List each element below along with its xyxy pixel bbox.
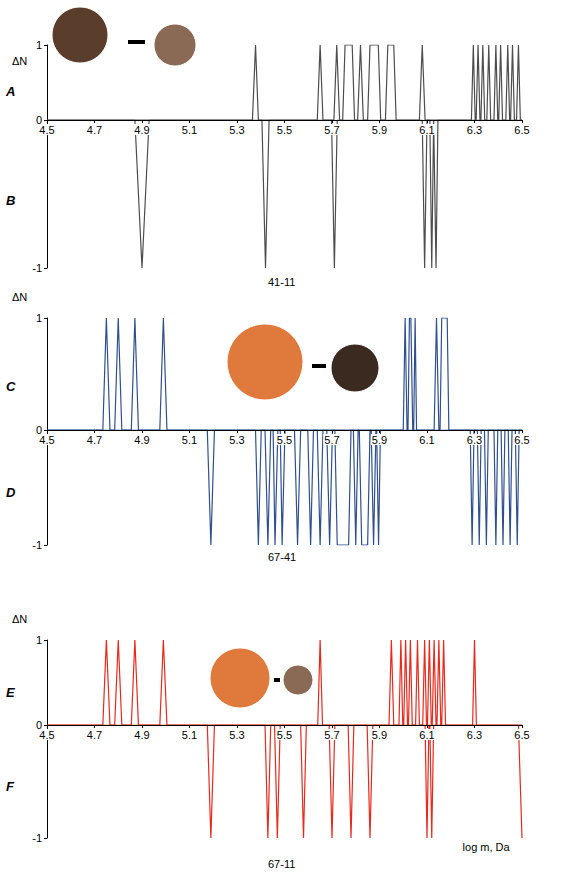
svg-text:6.3: 6.3 bbox=[467, 729, 482, 741]
svg-text:0: 0 bbox=[35, 424, 42, 436]
svg-text:5.9: 5.9 bbox=[372, 434, 387, 446]
svg-text:6.5: 6.5 bbox=[514, 124, 529, 136]
svg-text:5.5: 5.5 bbox=[277, 124, 292, 136]
svg-text:4.7: 4.7 bbox=[87, 124, 102, 136]
svg-text:6.5: 6.5 bbox=[514, 434, 529, 446]
svg-text:5.3: 5.3 bbox=[229, 434, 244, 446]
svg-text:5.9: 5.9 bbox=[372, 124, 387, 136]
svg-text:6.1: 6.1 bbox=[419, 729, 434, 741]
svg-text:1: 1 bbox=[36, 634, 42, 646]
svg-text:ΔN: ΔN bbox=[12, 613, 27, 625]
svg-text:A: A bbox=[5, 84, 15, 99]
svg-text:F: F bbox=[6, 779, 15, 794]
svg-text:4.5: 4.5 bbox=[39, 434, 54, 446]
svg-text:4.5: 4.5 bbox=[39, 729, 54, 741]
svg-text:5.3: 5.3 bbox=[229, 124, 244, 136]
svg-text:5.5: 5.5 bbox=[277, 434, 292, 446]
svg-text:5.7: 5.7 bbox=[324, 124, 339, 136]
svg-text:B: B bbox=[6, 193, 15, 208]
svg-text:5.5: 5.5 bbox=[277, 729, 292, 741]
svg-text:5.1: 5.1 bbox=[182, 124, 197, 136]
svg-text:ΔN: ΔN bbox=[12, 55, 27, 67]
svg-text:6.3: 6.3 bbox=[467, 124, 482, 136]
svg-text:C: C bbox=[6, 379, 16, 394]
svg-text:41-11: 41-11 bbox=[268, 276, 295, 288]
svg-text:6.1: 6.1 bbox=[419, 434, 434, 446]
svg-text:5.9: 5.9 bbox=[372, 729, 387, 741]
svg-text:0: 0 bbox=[35, 719, 42, 731]
svg-text:5.3: 5.3 bbox=[229, 729, 244, 741]
svg-text:1: 1 bbox=[36, 312, 42, 324]
svg-text:5.1: 5.1 bbox=[182, 434, 197, 446]
svg-text:-1: -1 bbox=[32, 539, 42, 551]
svg-text:ΔN: ΔN bbox=[12, 291, 27, 303]
svg-text:4.7: 4.7 bbox=[87, 434, 102, 446]
svg-text:6.3: 6.3 bbox=[467, 434, 482, 446]
svg-text:6.5: 6.5 bbox=[514, 729, 529, 741]
svg-text:4.7: 4.7 bbox=[87, 729, 102, 741]
svg-text:E: E bbox=[6, 685, 15, 700]
svg-text:-1: -1 bbox=[32, 262, 42, 274]
svg-text:4.9: 4.9 bbox=[134, 434, 149, 446]
svg-text:D: D bbox=[6, 485, 16, 500]
svg-text:1: 1 bbox=[36, 39, 42, 51]
svg-text:0: 0 bbox=[35, 114, 42, 126]
svg-text:4.9: 4.9 bbox=[134, 124, 149, 136]
svg-text:log m, Da: log m, Da bbox=[463, 841, 511, 853]
svg-text:5.7: 5.7 bbox=[324, 729, 339, 741]
svg-text:5.1: 5.1 bbox=[182, 729, 197, 741]
svg-text:67-11: 67-11 bbox=[268, 858, 295, 870]
svg-text:-1: -1 bbox=[32, 832, 42, 844]
svg-text:4.5: 4.5 bbox=[39, 124, 54, 136]
svg-text:6.1: 6.1 bbox=[419, 124, 434, 136]
svg-text:67-41: 67-41 bbox=[268, 551, 296, 563]
svg-text:4.9: 4.9 bbox=[134, 729, 149, 741]
svg-text:5.7: 5.7 bbox=[324, 434, 339, 446]
